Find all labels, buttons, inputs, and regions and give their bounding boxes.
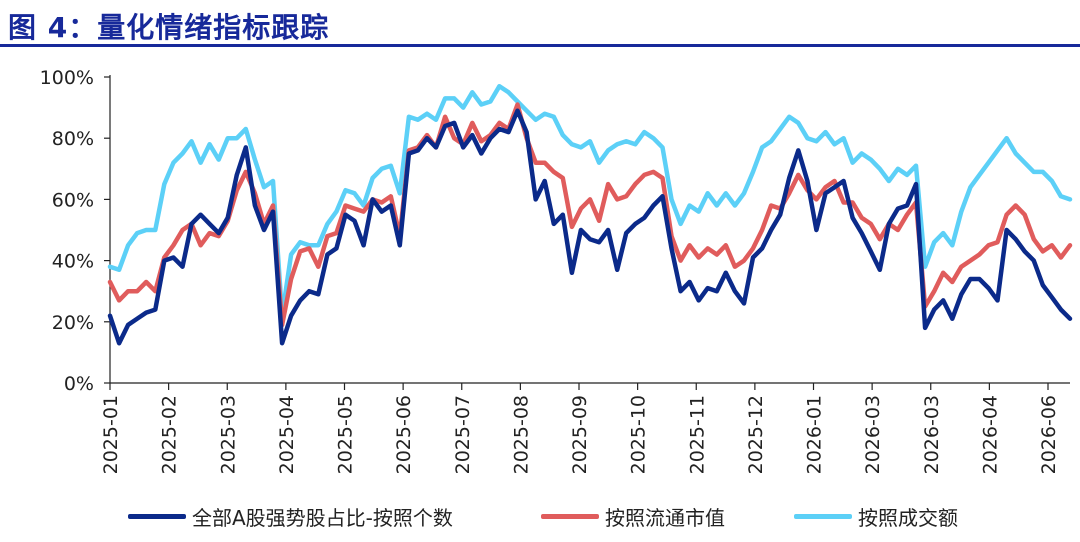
y-tick-label: 20% xyxy=(52,312,94,334)
y-tick-label: 40% xyxy=(52,251,94,273)
y-tick-label: 100% xyxy=(40,67,94,89)
x-tick-label: 2025-01 xyxy=(100,395,122,474)
series-line-0 xyxy=(107,108,1073,346)
legend-swatch-count xyxy=(128,514,186,519)
legend-label-market-cap: 按照流通市值 xyxy=(605,506,725,530)
x-tick-label: 2025-08 xyxy=(510,395,532,474)
y-axis: 0% 20% 40% 60% 80% 100% xyxy=(40,67,111,395)
figure-title: 图 4：量化情绪指标跟踪 xyxy=(8,11,330,44)
chart-area: 0% 20% 40% 60% 80% 100% 2025-01 2025-02 2025-03… xyxy=(40,67,1073,474)
x-axis: 2025-01 2025-02 2025-03 2025-04 2025-05 2025-… xyxy=(100,382,1070,474)
legend-swatch-market-cap xyxy=(541,514,599,519)
x-tick-label: 2026-01 xyxy=(804,395,826,474)
series-line-2 xyxy=(107,83,1073,318)
legend-item-count: 全部A股强势股占比-按照个数 xyxy=(128,502,453,531)
x-tick-label: 2025-04 xyxy=(276,395,298,474)
series-lines xyxy=(107,83,1073,346)
legend-swatch-turnover xyxy=(794,514,852,519)
x-tick-label: 2025-06 xyxy=(393,395,415,474)
title-divider xyxy=(0,44,1080,47)
x-tick-label: 2026-03 xyxy=(921,395,943,474)
series-line-1 xyxy=(107,102,1073,328)
y-tick-label: 60% xyxy=(52,189,94,211)
x-tick-label: 2025-10 xyxy=(628,395,650,474)
x-tick-label: 2025-07 xyxy=(452,395,474,474)
x-tick-label: 2025-02 xyxy=(159,395,181,474)
legend-item-turnover: 按照成交额 xyxy=(794,502,958,531)
legend: 全部A股强势股占比-按照个数 按照流通市值 按照成交额 xyxy=(0,502,1080,532)
x-tick-label: 2025-09 xyxy=(569,395,591,474)
y-tick-label: 0% xyxy=(64,373,94,395)
legend-item-market-cap: 按照流通市值 xyxy=(541,502,725,531)
x-tick-label: 2025-11 xyxy=(686,395,708,474)
x-tick-label: 2026-06 xyxy=(1038,395,1060,474)
x-tick-label: 2026-03 xyxy=(862,395,884,474)
x-tick-label: 2026-04 xyxy=(979,395,1001,474)
y-tick-label: 80% xyxy=(52,128,94,150)
x-tick-label: 2025-12 xyxy=(745,395,767,474)
legend-label-turnover: 按照成交额 xyxy=(858,506,958,530)
legend-label-count: 全部A股强势股占比-按照个数 xyxy=(192,506,453,530)
x-tick-label: 2025-03 xyxy=(217,395,239,474)
x-tick-label: 2025-05 xyxy=(335,395,357,474)
